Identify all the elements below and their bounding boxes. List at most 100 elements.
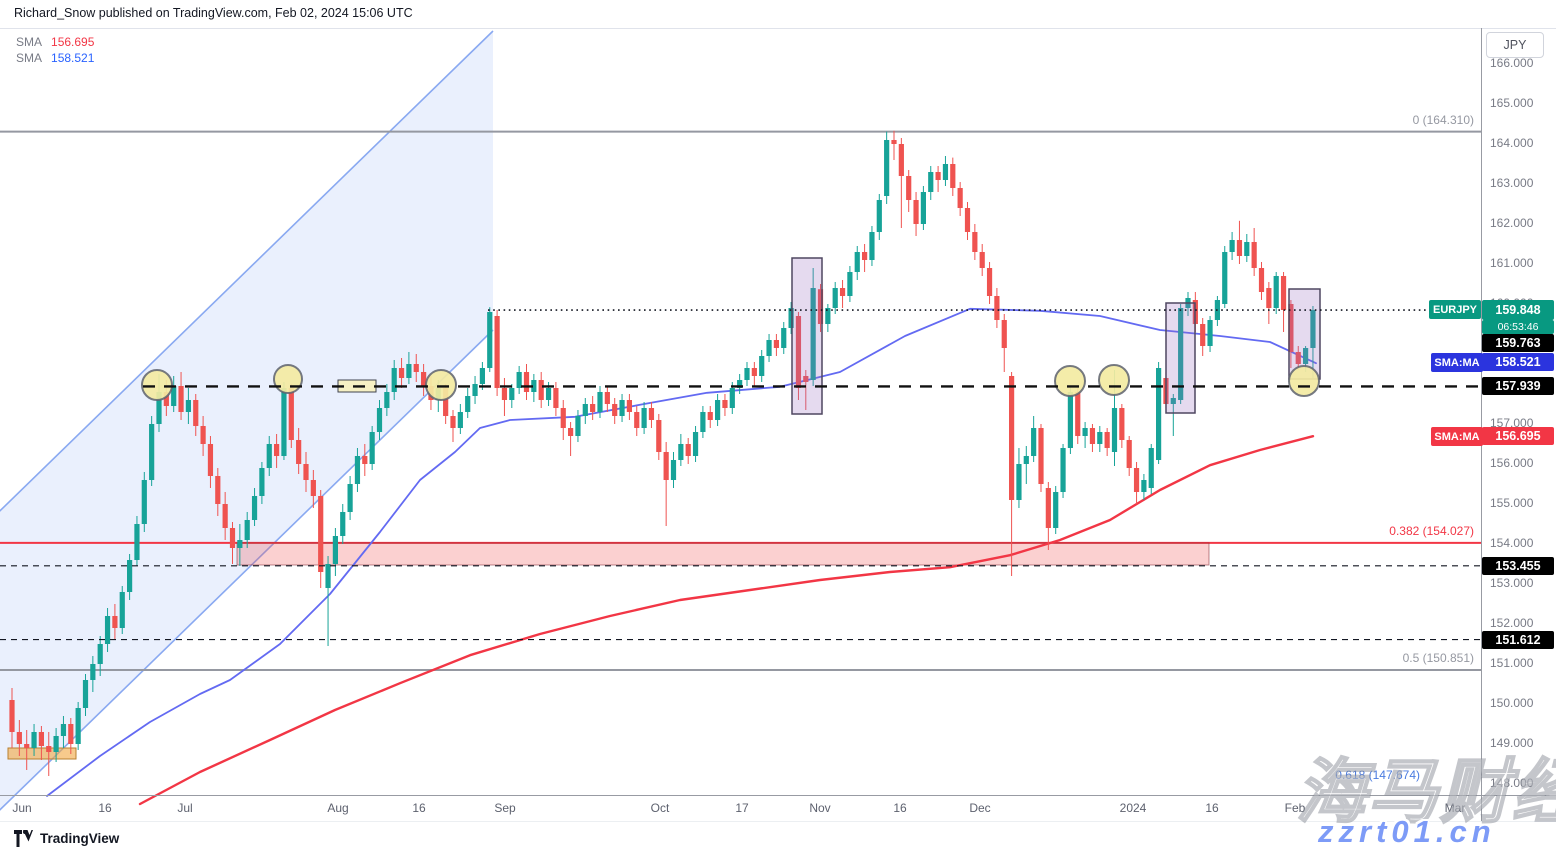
candle-body xyxy=(560,408,566,428)
time-tick-label: Sep xyxy=(494,801,516,815)
candle-body xyxy=(119,592,125,628)
indicator-legend-row[interactable]: SMA 158.521 xyxy=(16,50,94,66)
candle-body xyxy=(501,388,508,400)
candle-body xyxy=(531,380,537,392)
candle-body xyxy=(1303,348,1309,364)
candle-body xyxy=(854,252,860,272)
candle-body xyxy=(663,452,669,480)
time-tick-label: 16 xyxy=(98,801,112,815)
candle-body xyxy=(839,288,846,296)
candle-body xyxy=(1148,448,1154,488)
candle-body xyxy=(744,368,750,380)
candle-body xyxy=(1200,324,1206,346)
tradingview-brand-label: TradingView xyxy=(40,831,120,846)
candle-body xyxy=(928,172,934,192)
fib-level-label: 0.382 (154.027) xyxy=(1389,524,1474,538)
candle-body xyxy=(891,140,897,144)
tradingview-brand-link[interactable]: TradingView xyxy=(14,830,119,847)
indicator-legend-row[interactable]: SMA 156.695 xyxy=(16,34,94,50)
candle-body xyxy=(678,444,684,460)
time-tick-label: Jun xyxy=(12,801,32,815)
candle-body xyxy=(413,364,419,372)
candle-body xyxy=(112,616,118,628)
candle-body xyxy=(171,386,177,406)
candle-body xyxy=(773,340,779,348)
highlight-circle xyxy=(141,369,173,401)
watermark-url: zzrt01.cn xyxy=(1318,814,1496,849)
candle-body xyxy=(832,288,838,308)
highlight-box xyxy=(791,257,823,415)
candle-body xyxy=(1023,456,1029,464)
fib-level-label: 0.5 (150.851) xyxy=(1402,651,1474,665)
sma-fast-line xyxy=(138,435,1315,806)
price-tick-label: 166.000 xyxy=(1490,56,1534,70)
time-tick-label: Nov xyxy=(809,801,831,815)
sma-slow-axis-label: SMA:MA xyxy=(1431,353,1483,372)
candle-body xyxy=(1178,308,1184,400)
candle-body xyxy=(1288,304,1294,352)
time-tick-label: Aug xyxy=(327,801,349,815)
candle-body xyxy=(1111,408,1118,452)
candle-body xyxy=(1031,428,1037,456)
time-tick-label: 17 xyxy=(735,801,749,815)
indicator-name: SMA xyxy=(16,51,43,65)
candle-body xyxy=(906,176,912,200)
price-tick-label: 157.000 xyxy=(1490,416,1534,430)
candle-body xyxy=(1133,468,1140,492)
time-tick-label: Oct xyxy=(650,801,670,815)
candle-body xyxy=(1170,398,1176,404)
sma-slow-axis-value: 158.521 xyxy=(1482,353,1554,371)
support-zone-box xyxy=(236,542,1210,566)
candle-body xyxy=(729,388,735,408)
candle-body xyxy=(1053,492,1059,528)
watermark-text: 海马财经 xyxy=(1295,752,1556,832)
candle-body xyxy=(516,372,522,388)
candle-body xyxy=(82,680,89,708)
time-tick-label: 16 xyxy=(893,801,907,815)
candle-body xyxy=(46,746,52,752)
candle-body xyxy=(281,388,287,456)
indicator-legend[interactable]: SMA 156.695 SMA 158.521 xyxy=(16,34,94,66)
candle-body xyxy=(648,408,655,420)
trend-channel-upper-line xyxy=(0,30,494,512)
candle-body xyxy=(1009,376,1015,500)
candle-body xyxy=(479,368,485,384)
level-price-tag: 153.455 xyxy=(1482,557,1554,575)
highlight-circle xyxy=(273,364,303,394)
candle-body xyxy=(590,404,596,412)
candle-body xyxy=(1244,242,1250,256)
indicator-value: 156.695 xyxy=(51,35,95,49)
candle-body xyxy=(707,412,713,420)
candle-body xyxy=(215,476,221,504)
sma-fast-axis-value: 156.695 xyxy=(1482,427,1554,445)
candle-body xyxy=(1097,432,1103,444)
time-tick-label: Dec xyxy=(969,801,991,815)
candle-body xyxy=(582,404,588,416)
candle-body xyxy=(1295,352,1301,364)
candle-body xyxy=(487,312,493,368)
candle-body xyxy=(16,732,22,744)
candle-body xyxy=(1266,288,1272,308)
candle-body xyxy=(898,144,904,176)
candle-body xyxy=(1222,252,1228,304)
candle-body xyxy=(670,460,677,480)
dashed-line-price-tag: 157.939 xyxy=(1482,377,1554,395)
price-tick-label: 164.000 xyxy=(1490,136,1534,150)
price-tick-label: 153.000 xyxy=(1490,576,1534,590)
candle-body xyxy=(509,388,515,400)
candle-body xyxy=(1236,240,1243,256)
candle-body xyxy=(53,736,59,752)
highlight-circle xyxy=(1098,364,1130,396)
price-tick-label: 165.000 xyxy=(1490,96,1534,110)
price-tick-label: 148.000 xyxy=(1490,776,1534,790)
candle-body xyxy=(310,480,316,496)
candle-body xyxy=(1273,276,1279,308)
candle-body xyxy=(222,504,228,528)
currency-axis-button[interactable]: JPY xyxy=(1486,32,1544,58)
time-tick-label: 16 xyxy=(1205,801,1219,815)
candle-body xyxy=(913,200,919,224)
candle-body xyxy=(340,512,346,536)
candle-body xyxy=(318,496,324,572)
